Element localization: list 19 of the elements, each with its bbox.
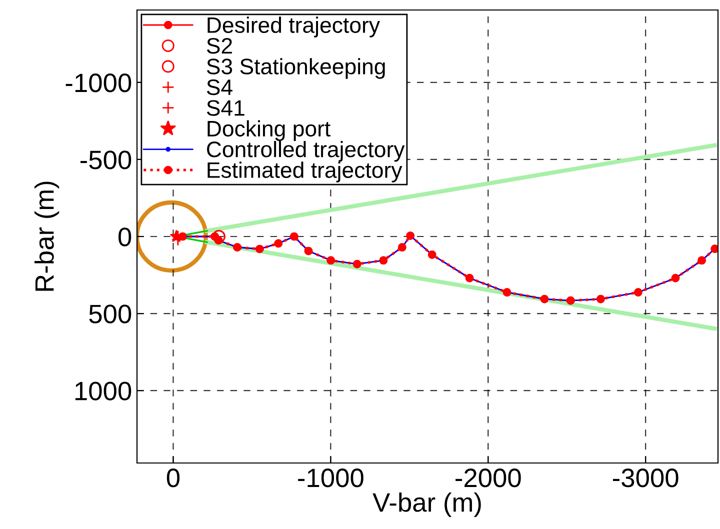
y-tick-label: 500: [89, 304, 132, 324]
y-tick-label: -1000: [66, 74, 132, 92]
x-tick-label: -1000: [298, 468, 364, 488]
x-tick-label: -2000: [456, 468, 521, 488]
legend-label: S3 Stationkeeping: [206, 58, 385, 79]
x-axis-title: V-bar (m): [372, 492, 481, 518]
legend-label: S2: [206, 38, 232, 54]
y-tick-label: 1000: [75, 382, 132, 400]
y-tick-label: 0: [118, 228, 132, 246]
legend-label: Controlled trajectory: [207, 140, 405, 162]
legend-label: S4: [206, 79, 232, 96]
y-axis-title: R-bar (m): [34, 182, 60, 291]
x-tick-label: 0: [166, 468, 180, 488]
legend-label: Desired trajectory: [208, 16, 380, 38]
legend-label: Docking port: [208, 120, 330, 141]
y-tick-label: -500: [80, 150, 132, 170]
x-tick-label: -3000: [613, 468, 678, 488]
legend-label: Estimated trajectory: [208, 162, 402, 182]
legend-label: S41: [206, 100, 244, 116]
